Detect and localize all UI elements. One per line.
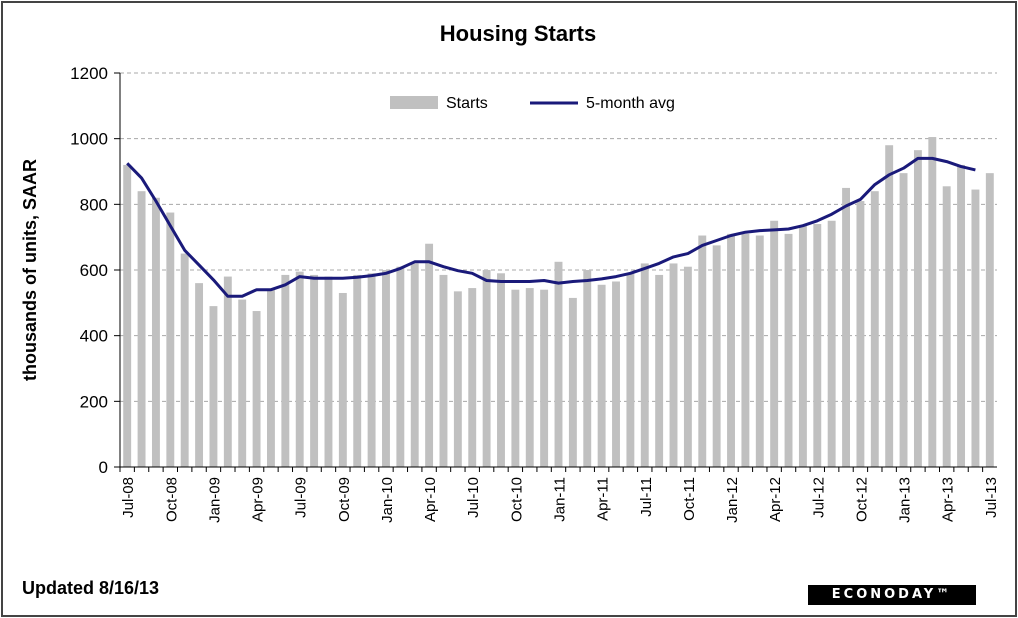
bar [626, 273, 635, 467]
bar [856, 201, 865, 468]
y-tick-label: 600 [80, 261, 108, 280]
x-tick-label: Jul-09 [293, 477, 310, 518]
bar [525, 288, 534, 467]
bar [439, 274, 448, 467]
bar [540, 289, 549, 467]
bar [166, 212, 175, 467]
bar [683, 266, 692, 467]
updated-note: Updated 8/16/13 [22, 578, 160, 598]
bar [913, 150, 922, 468]
bar [655, 274, 664, 467]
bar [727, 233, 735, 467]
bar [238, 299, 247, 467]
bar [798, 225, 807, 467]
bar [583, 270, 592, 467]
bar [971, 189, 980, 467]
bar [698, 235, 707, 467]
x-tick-label: Apr-13 [940, 477, 957, 522]
bar [640, 263, 649, 467]
legend-label-starts: Starts [446, 95, 488, 112]
bar [195, 283, 204, 467]
x-tick-label: Jul-12 [810, 477, 827, 518]
bar [137, 191, 146, 467]
bar [425, 243, 434, 467]
x-tick-label: Oct-09 [336, 477, 353, 522]
x-tick-label: Oct-11 [681, 477, 698, 521]
bar [482, 270, 491, 467]
x-tick-label: Jan-12 [724, 477, 741, 523]
x-tick-label: Oct-12 [853, 477, 870, 522]
chart-title: Housing Starts [440, 21, 596, 46]
x-tick-label: Oct-08 [163, 477, 180, 522]
bar [410, 263, 419, 467]
legend-label-5-month-avg: 5-month avg [586, 95, 675, 112]
x-tick-label: Apr-09 [250, 477, 267, 522]
x-tick-label: Apr-10 [422, 477, 439, 522]
x-tick-label: Jul-10 [465, 477, 482, 518]
bar [957, 164, 966, 467]
y-tick-label: 200 [80, 392, 108, 411]
bar [813, 224, 822, 467]
bar [324, 276, 333, 467]
bar [209, 306, 218, 467]
bar [568, 297, 577, 467]
bar [396, 266, 405, 467]
legend-swatch-starts [390, 96, 438, 109]
bar [497, 273, 505, 467]
bar [180, 253, 189, 467]
bar [353, 274, 362, 467]
bar [338, 292, 347, 467]
bar [842, 187, 850, 467]
bar [367, 273, 376, 467]
bar [755, 235, 764, 467]
bar [827, 220, 836, 467]
y-tick-label: 800 [80, 195, 108, 214]
bar [151, 197, 160, 467]
bar [511, 289, 520, 467]
bar [612, 281, 620, 467]
bar [267, 289, 275, 467]
bar [123, 164, 132, 467]
y-tick-label: 0 [99, 458, 108, 477]
econoday-logo: ECONODAY™ [808, 585, 976, 605]
bar [252, 311, 261, 467]
x-tick-label: Jan-11 [552, 477, 569, 522]
bar [554, 261, 563, 467]
bar [885, 145, 894, 467]
bar [770, 220, 779, 467]
bar [310, 274, 319, 467]
x-tick-label: Apr-12 [767, 477, 784, 522]
bar [295, 271, 304, 467]
x-tick-label: Jul-13 [983, 477, 1000, 518]
y-tick-label: 1000 [70, 130, 108, 149]
bar [597, 284, 606, 467]
y-axis-label: thousands of units, SAAR [20, 159, 40, 381]
x-tick-label: Oct-10 [508, 477, 525, 522]
bar [899, 173, 908, 467]
x-tick-label: Apr-11 [595, 477, 612, 521]
bar [281, 274, 290, 467]
bar [712, 245, 721, 467]
x-tick-label: Jul-08 [120, 477, 137, 518]
bar [453, 291, 462, 467]
bar [985, 173, 994, 467]
y-tick-label: 400 [80, 327, 108, 346]
x-tick-label: Jan-10 [379, 477, 396, 523]
x-tick-label: Jan-09 [206, 477, 223, 523]
bar [870, 191, 879, 467]
series-line-5-month-avg [126, 156, 976, 298]
bar [741, 233, 750, 467]
bar [382, 270, 390, 467]
bar [468, 288, 477, 467]
x-tick-label: Jul-11 [638, 477, 655, 517]
bar [669, 263, 678, 467]
x-tick-label: Jan-13 [897, 477, 914, 523]
bar [928, 137, 937, 467]
bar [942, 186, 951, 467]
y-tick-label: 1200 [70, 64, 108, 83]
bar [223, 276, 232, 467]
bar [784, 233, 793, 467]
